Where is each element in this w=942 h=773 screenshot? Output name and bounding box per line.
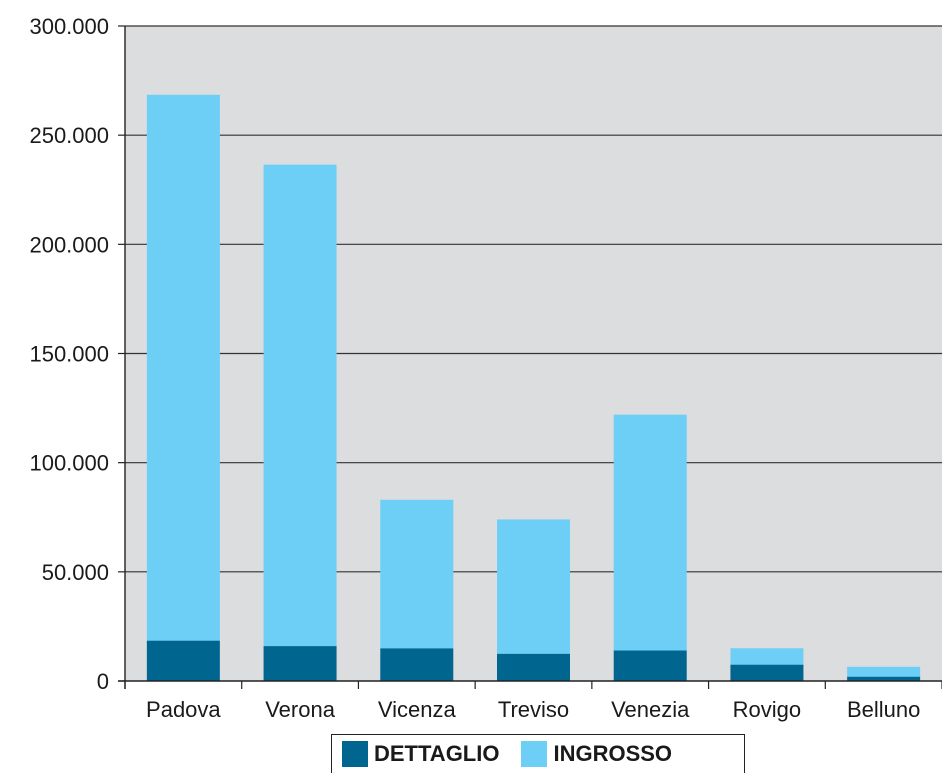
bar-dettaglio-rovigo [730,664,804,681]
legend-swatch-ingrosso [521,741,548,767]
y-tick-label: 50.000 [42,560,109,585]
legend-item-dettaglio: DETTAGLIO [342,741,499,767]
x-tick-label: Verona [265,697,335,722]
bar-ingrosso-venezia [613,414,687,651]
x-tick-label: Rovigo [733,697,801,722]
bar-ingrosso-padova [146,94,220,641]
bars [146,94,921,681]
bar-ingrosso-verona [263,164,337,647]
y-tick-label: 250.000 [29,123,109,148]
bar-dettaglio-venezia [613,650,687,681]
x-tick-label: Vicenza [378,697,457,722]
axes [118,26,942,689]
bar-ingrosso-rovigo [730,648,804,665]
y-tick-label: 200.000 [29,232,109,257]
x-tick-label: Belluno [847,697,920,722]
stacked-bar-chart: 0 50.000 100.000 150.000 200.000 250.000 300.0… [29,14,942,722]
legend-label-ingrosso: INGROSSO [553,741,673,766]
bar-dettaglio-vicenza [380,648,454,681]
y-tick-label: 0 [97,669,109,694]
y-tick-labels: 0 50.000 100.000 150.000 200.000 250.000 300.0… [29,14,109,694]
bar-dettaglio-padova [146,640,220,681]
legend-swatch-dettaglio [342,741,368,767]
x-tick-labels: Padova Verona Vicenza Treviso Venezia Rovigo B… [146,697,920,722]
legend-item-ingrosso: INGROSSO [521,741,672,767]
bar-ingrosso-vicenza [380,499,454,649]
bar-dettaglio-treviso [497,653,570,681]
y-tick-label: 300.000 [29,14,109,39]
legend: DETTAGLIO INGROSSO [331,734,745,773]
y-tick-label: 150.000 [29,342,109,367]
legend-label-dettaglio: DETTAGLIO [374,741,500,766]
bar-ingrosso-belluno [847,666,921,677]
x-tick-label: Venezia [611,697,690,722]
bar-dettaglio-belluno [847,676,921,681]
bar-dettaglio-verona [263,646,337,681]
x-tick-label: Treviso [498,697,569,722]
bar-ingrosso-treviso [497,519,570,654]
x-tick-label: Padova [146,697,221,722]
y-tick-label: 100.000 [29,451,109,476]
